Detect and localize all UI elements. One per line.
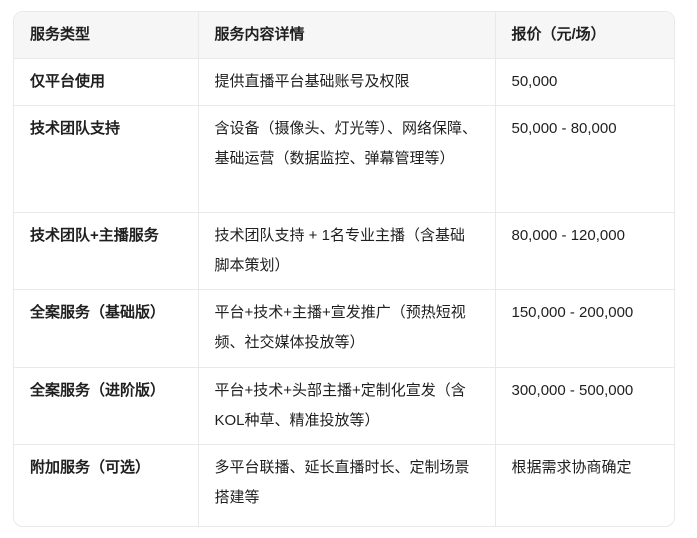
service-type-cell: 附加服务（可选） bbox=[14, 444, 199, 526]
table-row: 附加服务（可选） 多平台联播、延长直播时长、定制场景搭建等 根据需求协商确定 bbox=[14, 444, 674, 526]
service-type-cell: 全案服务（基础版） bbox=[14, 289, 199, 368]
service-detail-cell: 平台+技术+主播+宣发推广（预热短视频、社交媒体投放等） bbox=[198, 289, 496, 368]
price-cell: 50,000 bbox=[495, 58, 674, 106]
service-detail-cell: 提供直播平台基础账号及权限 bbox=[198, 58, 496, 106]
header-row: 服务类型 服务内容详情 报价（元/场） bbox=[14, 12, 674, 59]
header-cell-price: 报价（元/场） bbox=[495, 12, 674, 59]
price-cell: 300,000 - 500,000 bbox=[495, 367, 674, 445]
service-type-cell: 技术团队+主播服务 bbox=[14, 212, 199, 290]
service-detail-cell: 技术团队支持 + 1名专业主播（含基础脚本策划） bbox=[198, 212, 496, 290]
service-detail-cell: 多平台联播、延长直播时长、定制场景搭建等 bbox=[198, 444, 496, 526]
header-cell-service-type: 服务类型 bbox=[14, 12, 199, 59]
header-cell-service-detail: 服务内容详情 bbox=[198, 12, 496, 59]
service-type-cell: 全案服务（进阶版） bbox=[14, 367, 199, 445]
service-detail-cell: 平台+技术+头部主播+定制化宣发（含KOL种草、精准投放等） bbox=[198, 367, 496, 445]
table-row: 仅平台使用 提供直播平台基础账号及权限 50,000 bbox=[14, 58, 674, 106]
pricing-table: 服务类型 服务内容详情 报价（元/场） 仅平台使用 提供直播平台基础账号及权限 … bbox=[14, 12, 674, 526]
table-row: 全案服务（基础版） 平台+技术+主播+宣发推广（预热短视频、社交媒体投放等） 1… bbox=[14, 289, 674, 368]
price-cell: 50,000 - 80,000 bbox=[495, 105, 674, 213]
price-cell: 150,000 - 200,000 bbox=[495, 289, 674, 368]
service-type-cell: 技术团队支持 bbox=[14, 105, 199, 213]
service-type-cell: 仅平台使用 bbox=[14, 58, 199, 106]
table-row: 技术团队+主播服务 技术团队支持 + 1名专业主播（含基础脚本策划） 80,00… bbox=[14, 212, 674, 290]
table-row: 全案服务（进阶版） 平台+技术+头部主播+定制化宣发（含KOL种草、精准投放等）… bbox=[14, 367, 674, 445]
service-detail-cell: 含设备（摄像头、灯光等）、网络保障、基础运营（数据监控、弹幕管理等） bbox=[198, 105, 496, 213]
table-row: 技术团队支持 含设备（摄像头、灯光等）、网络保障、基础运营（数据监控、弹幕管理等… bbox=[14, 105, 674, 213]
price-cell: 根据需求协商确定 bbox=[511, 459, 632, 476]
price-cell: 80,000 - 120,000 bbox=[495, 212, 674, 290]
pricing-table-card: 服务类型 服务内容详情 报价（元/场） 仅平台使用 提供直播平台基础账号及权限 … bbox=[13, 11, 675, 527]
